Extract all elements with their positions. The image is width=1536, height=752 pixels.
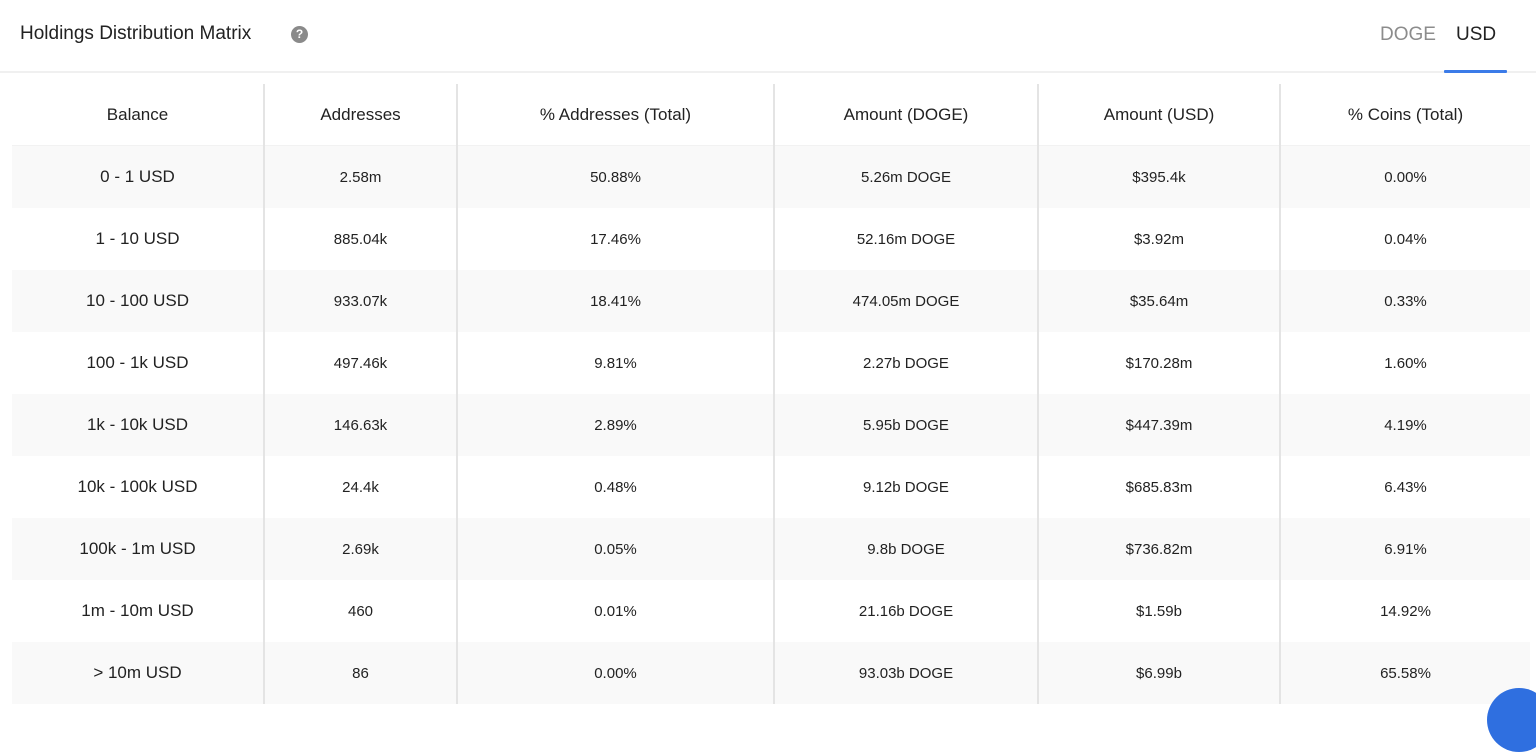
cell-addresses: 885.04k <box>263 208 457 270</box>
cell-addresses: 933.07k <box>263 270 457 332</box>
cell-amount-usd: $395.4k <box>1037 145 1280 208</box>
cell-pct-addresses: 0.48% <box>456 456 774 518</box>
cell-amount-usd: $447.39m <box>1037 394 1280 456</box>
cell-pct-coins: 6.43% <box>1279 456 1530 518</box>
cell-amount-doge: 5.95b DOGE <box>773 394 1038 456</box>
cell-pct-addresses: 50.88% <box>456 145 774 208</box>
table-row: > 10m USD 86 0.00% 93.03b DOGE $6.99b 65.58% <box>12 642 1530 704</box>
table-row: 1m - 10m USD 460 0.01% 21.16b DOGE $1.59b 14.… <box>12 580 1530 642</box>
column-header-pct-addresses: % Addresses (Total) <box>456 84 774 146</box>
cell-pct-addresses: 0.00% <box>456 642 774 704</box>
cell-pct-addresses: 0.05% <box>456 518 774 580</box>
table-row: 100k - 1m USD 2.69k 0.05% 9.8b DOGE $736.82m… <box>12 518 1530 580</box>
cell-amount-doge: 21.16b DOGE <box>773 580 1038 642</box>
cell-amount-usd: $1.59b <box>1037 580 1280 642</box>
cell-addresses: 24.4k <box>263 456 457 518</box>
table-header-row: Balance Addresses% Addresses (Total) Amoun… <box>12 84 1530 146</box>
table-row: 0 - 1 USD 2.58m 50.88% 5.26m DOGE $395.4k 0.0… <box>12 145 1530 208</box>
cell-addresses: 2.58m <box>263 145 457 208</box>
cell-pct-addresses: 17.46% <box>456 208 774 270</box>
cell-amount-usd: $6.99b <box>1037 642 1280 704</box>
table-row: 10k - 100k USD 24.4k 0.48% 9.12b DOGE $685.8… <box>12 456 1530 518</box>
cell-amount-doge: 52.16m DOGE <box>773 208 1038 270</box>
cell-addresses: 2.69k <box>263 518 457 580</box>
cell-pct-coins: 1.60% <box>1279 332 1530 394</box>
cell-addresses: 146.63k <box>263 394 457 456</box>
cell-balance: 1k - 10k USD <box>12 394 264 456</box>
table-row: 1 - 10 USD 885.04k 17.46% 52.16m DOGE $3.92m… <box>12 208 1530 270</box>
cell-amount-usd: $170.28m <box>1037 332 1280 394</box>
table-row: 100 - 1k USD 497.46k 9.81% 2.27b DOGE $170.2… <box>12 332 1530 394</box>
cell-amount-doge: 474.05m DOGE <box>773 270 1038 332</box>
cell-pct-addresses: 0.01% <box>456 580 774 642</box>
column-header-pct-coins: % Coins (Total) <box>1279 84 1530 146</box>
cell-balance: 1 - 10 USD <box>95 229 180 248</box>
tab-doge[interactable]: DOGE <box>1380 24 1436 45</box>
cell-amount-usd: $736.82m <box>1037 518 1280 580</box>
column-header-amount-usd: Amount (USD) <box>1037 84 1280 146</box>
cell-balance: 100k - 1m USD <box>12 518 264 580</box>
cell-pct-coins: 14.92% <box>1279 580 1530 642</box>
cell-pct-coins: 0.04% <box>1279 208 1530 270</box>
column-header-addresses: Addresses <box>263 84 457 146</box>
cell-pct-addresses: 9.81% <box>456 332 774 394</box>
cell-amount-doge: 9.8b DOGE <box>773 518 1038 580</box>
tab-usd[interactable]: USD <box>1456 24 1497 45</box>
cell-pct-coins: 6.91% <box>1279 518 1530 580</box>
column-header-amount-doge: Amount (DOGE) <box>773 84 1038 146</box>
cell-addresses: 86 <box>263 642 457 704</box>
panel-header: Holdings Distribution Matrix ? DOGE USD <box>0 0 1536 73</box>
cell-amount-usd: $3.92m <box>1037 208 1280 270</box>
cell-pct-coins: 65.58% <box>1279 642 1530 704</box>
chat-icon[interactable] <box>1487 688 1536 752</box>
cell-pct-addresses: 2.89% <box>456 394 774 456</box>
holdings-table: Balance Addresses% Addresses (Total) Amoun… <box>12 84 1530 704</box>
cell-amount-doge: 2.27b DOGE <box>773 332 1038 394</box>
cell-amount-doge: 93.03b DOGE <box>773 642 1038 704</box>
cell-amount-usd: $685.83m <box>1037 456 1280 518</box>
cell-balance: > 10m USD <box>12 642 264 704</box>
active-tab-indicator <box>1444 70 1507 73</box>
cell-addresses: 460 <box>263 580 457 642</box>
cell-pct-addresses: 18.41% <box>456 270 774 332</box>
cell-balance: 0 - 1 USD <box>12 145 264 208</box>
cell-addresses: 497.46k <box>263 332 457 394</box>
cell-pct-coins: 0.33% <box>1279 270 1530 332</box>
table-row: 10 - 100 USD 933.07k 18.41% 474.05m DOGE $35… <box>12 270 1530 332</box>
cell-balance: 10k - 100k USD <box>77 477 198 496</box>
table-row: 1k - 10k USD 146.63k 2.89% 5.95b DOGE $447.3… <box>12 394 1530 456</box>
page-title: Holdings Distribution Matrix <box>20 23 252 44</box>
cell-pct-coins: 0.00% <box>1279 145 1530 208</box>
cell-balance: 100 - 1k USD <box>86 353 189 372</box>
cell-balance: 10 - 100 USD <box>12 270 264 332</box>
cell-balance: 1m - 10m USD <box>81 601 194 620</box>
question-circle-icon[interactable]: ? <box>291 26 308 43</box>
cell-pct-coins: 4.19% <box>1279 394 1530 456</box>
cell-amount-usd: $35.64m <box>1037 270 1280 332</box>
column-header-balance: Balance <box>12 84 264 146</box>
cell-amount-doge: 5.26m DOGE <box>773 145 1038 208</box>
cell-amount-doge: 9.12b DOGE <box>773 456 1038 518</box>
